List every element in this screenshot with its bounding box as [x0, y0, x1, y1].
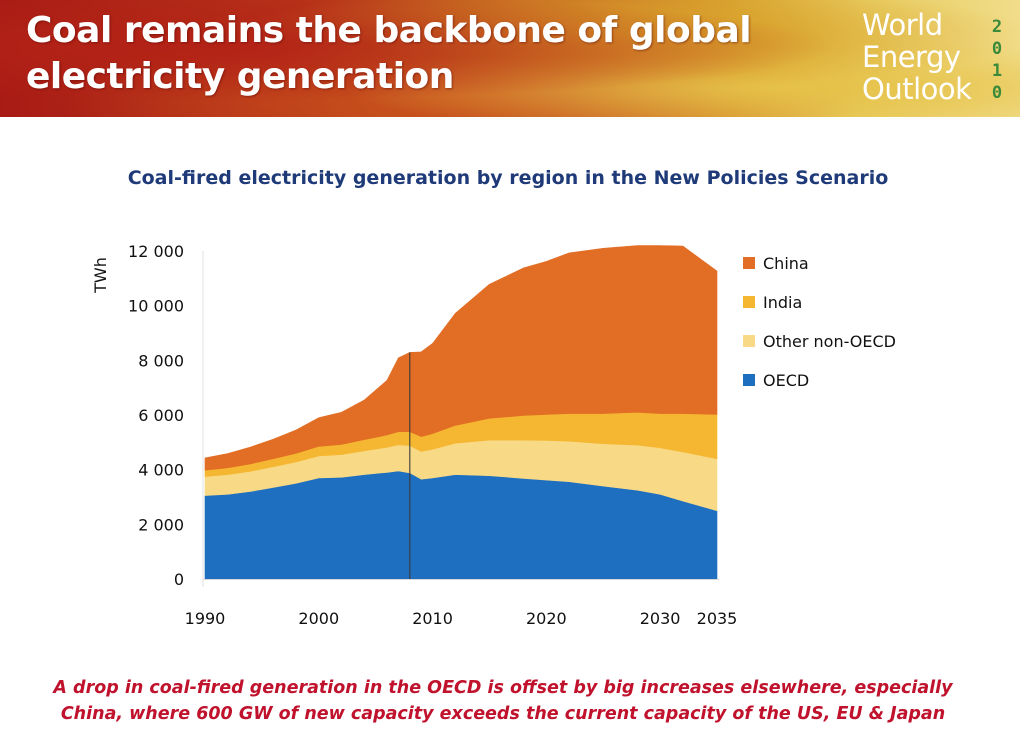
slide-title-line-2: electricity generation — [26, 56, 454, 97]
logo-line-1: World — [862, 8, 943, 42]
logo-line-2: Energy — [862, 40, 961, 74]
x-tick-label: 2000 — [298, 609, 339, 628]
y-tick-label: 6 000 — [138, 406, 184, 425]
legend-label-india: India — [763, 293, 802, 312]
legend-swatch-oecd — [743, 374, 755, 386]
slide-caption: A drop in coal-fired generation in the O… — [0, 675, 1006, 727]
y-tick-label: 12 000 — [128, 242, 184, 261]
legend-swatch-india — [743, 296, 755, 308]
x-tick-label: 2035 — [697, 609, 738, 628]
chart-legend: China India Other non-OECD OECD — [743, 254, 896, 390]
legend-label-other-non-oecd: Other non-OECD — [763, 332, 896, 351]
logo-year-digit: 0 — [991, 39, 1003, 59]
legend-swatch-other-non-oecd — [743, 335, 755, 347]
x-axis: 1990 2000 2010 2020 2030 2035 — [185, 579, 738, 628]
y-tick-label: 0 — [174, 570, 184, 589]
caption-line-1: A drop in coal-fired generation in the O… — [53, 678, 953, 698]
y-axis-label: TWh — [91, 257, 110, 294]
chart-title: Coal-fired electricity generation by reg… — [127, 167, 889, 189]
logo-year-digit: 1 — [991, 61, 1003, 81]
logo-year-digit: 2 — [991, 17, 1003, 37]
legend-label-china: China — [763, 254, 809, 273]
x-tick-label: 1990 — [185, 609, 226, 628]
legend-label-oecd: OECD — [763, 371, 809, 390]
y-tick-label: 8 000 — [138, 351, 184, 370]
y-tick-label: 10 000 — [128, 297, 184, 316]
x-tick-label: 2010 — [412, 609, 453, 628]
y-tick-label: 2 000 — [138, 515, 184, 534]
x-tick-label: 2020 — [526, 609, 567, 628]
logo-year-digit: 0 — [991, 83, 1003, 103]
chart-areas — [204, 245, 718, 580]
stacked-area-chart: 0 2 000 4 000 6 000 8 000 10 000 12 000 TWh 199… — [91, 242, 896, 628]
logo-line-3: Outlook — [862, 72, 972, 106]
y-axis: 0 2 000 4 000 6 000 8 000 10 000 12 000 TWh — [91, 242, 204, 589]
area-series-china — [204, 245, 718, 471]
title-banner: Coal remains the backbone of global elec… — [0, 0, 1020, 117]
slide-title: Coal remains the backbone of global elec… — [26, 8, 826, 100]
slide-title-line-1: Coal remains the backbone of global — [26, 10, 752, 51]
y-tick-label: 4 000 — [138, 461, 184, 480]
legend-swatch-china — [743, 257, 755, 269]
x-tick-label: 2030 — [640, 609, 681, 628]
caption-line-2: China, where 600 GW of new capacity exce… — [60, 704, 946, 724]
